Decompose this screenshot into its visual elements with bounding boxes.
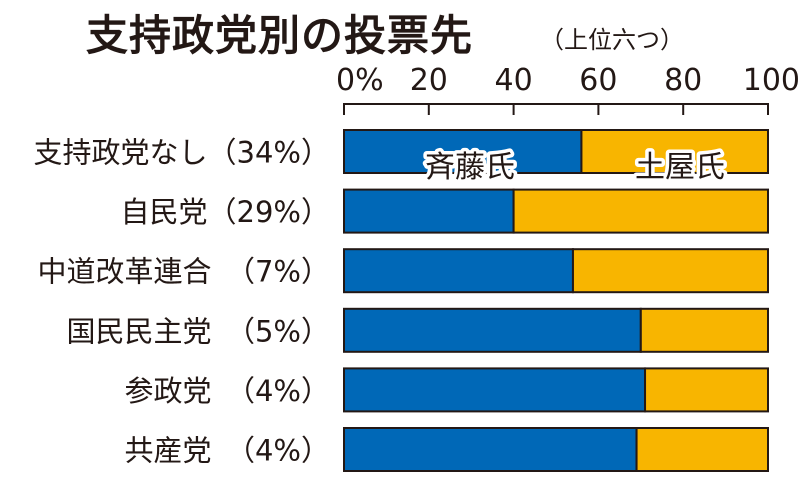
x-tick-label: 0% [336,63,384,98]
x-tick-label: 80 [664,63,702,98]
category-label: 参政党 （4%） [124,374,330,408]
bar-segment-tsuchiya [644,367,769,413]
bar-segment-tsuchiya [571,248,770,294]
chart-subtitle: （上位六つ） [540,26,684,54]
x-tick-label: 20 [410,63,448,98]
bar-segment-tsuchiya [635,427,769,472]
category-label: 中道改革連合 （7%） [37,255,330,289]
category-label: 共産党 （4%） [124,434,330,468]
x-tick-label: 40 [495,63,533,98]
x-tick-label: 100 [743,63,800,98]
chart-title: 支持政党別の投票先 [86,11,474,60]
series-label-tsuchiya: 土屋氏 [635,150,725,185]
bar-segment-tsuchiya [639,307,769,353]
category-label: 自民党（29%） [121,195,330,229]
category-label: 支持政党なし（34%） [34,136,330,170]
bar-segment-saito [343,188,515,234]
bar-segment-tsuchiya [512,188,769,234]
bar-segment-saito [343,427,638,472]
x-tick-label: 60 [579,63,617,98]
bar-segment-tsuchiya [580,129,769,174]
bar-segment-saito [343,248,574,294]
category-label: 国民民主党 （5%） [66,314,330,348]
bar-segment-saito [343,307,642,353]
series-label-saito: 斉藤氏 [425,150,515,185]
bar-segment-saito [343,367,647,413]
